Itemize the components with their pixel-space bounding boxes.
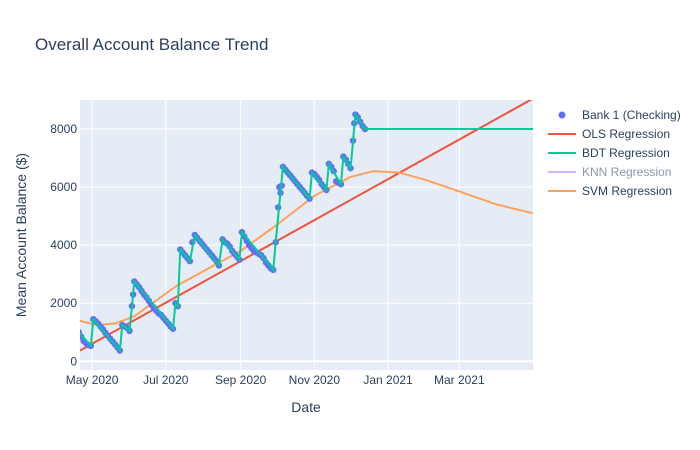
series-layer	[80, 100, 533, 354]
y-tick-label: 4000	[50, 238, 77, 252]
plot-area	[80, 100, 533, 370]
x-axis-title: Date	[291, 399, 321, 415]
y-tick-label: 0	[70, 354, 77, 368]
y-tick-label: 6000	[50, 180, 77, 194]
gridlines	[80, 100, 533, 370]
x-tick-label: May 2020	[66, 373, 119, 387]
bdt-regressionline	[80, 111, 533, 354]
x-tick-label: Jul 2020	[143, 373, 189, 387]
axis-ticks: May 2020 Jul 2020 Sep 2020 Nov 2020 Jan 2021…	[50, 122, 485, 387]
y-tick-label: 2000	[50, 296, 77, 310]
legend: Bank 1 (Checking) OLS Regression BDT Regre…	[548, 108, 681, 198]
y-tick-label: 8000	[50, 122, 77, 136]
x-tick-label: Sep 2020	[215, 373, 267, 387]
legend-item[interactable]: Bank 1 (Checking)	[558, 108, 681, 122]
legend-item[interactable]: SVM Regression	[548, 184, 672, 198]
legend-label: OLS Regression	[582, 127, 670, 141]
x-tick-label: Nov 2020	[289, 373, 341, 387]
chart-title: Overall Account Balance Trend	[35, 35, 268, 54]
legend-item[interactable]: KNN Regression	[548, 165, 671, 179]
legend-marker	[558, 111, 566, 119]
legend-label: SVM Regression	[582, 184, 672, 198]
legend-label: Bank 1 (Checking)	[582, 108, 681, 122]
x-tick-label: Mar 2021	[434, 373, 485, 387]
legend-item[interactable]: OLS Regression	[548, 127, 670, 141]
legend-item[interactable]: BDT Regression	[548, 146, 670, 160]
legend-label: BDT Regression	[582, 146, 670, 160]
x-tick-label: Jan 2021	[363, 373, 413, 387]
legend-label: KNN Regression	[582, 165, 671, 179]
y-axis-title: Mean Account Balance ($)	[13, 153, 29, 317]
